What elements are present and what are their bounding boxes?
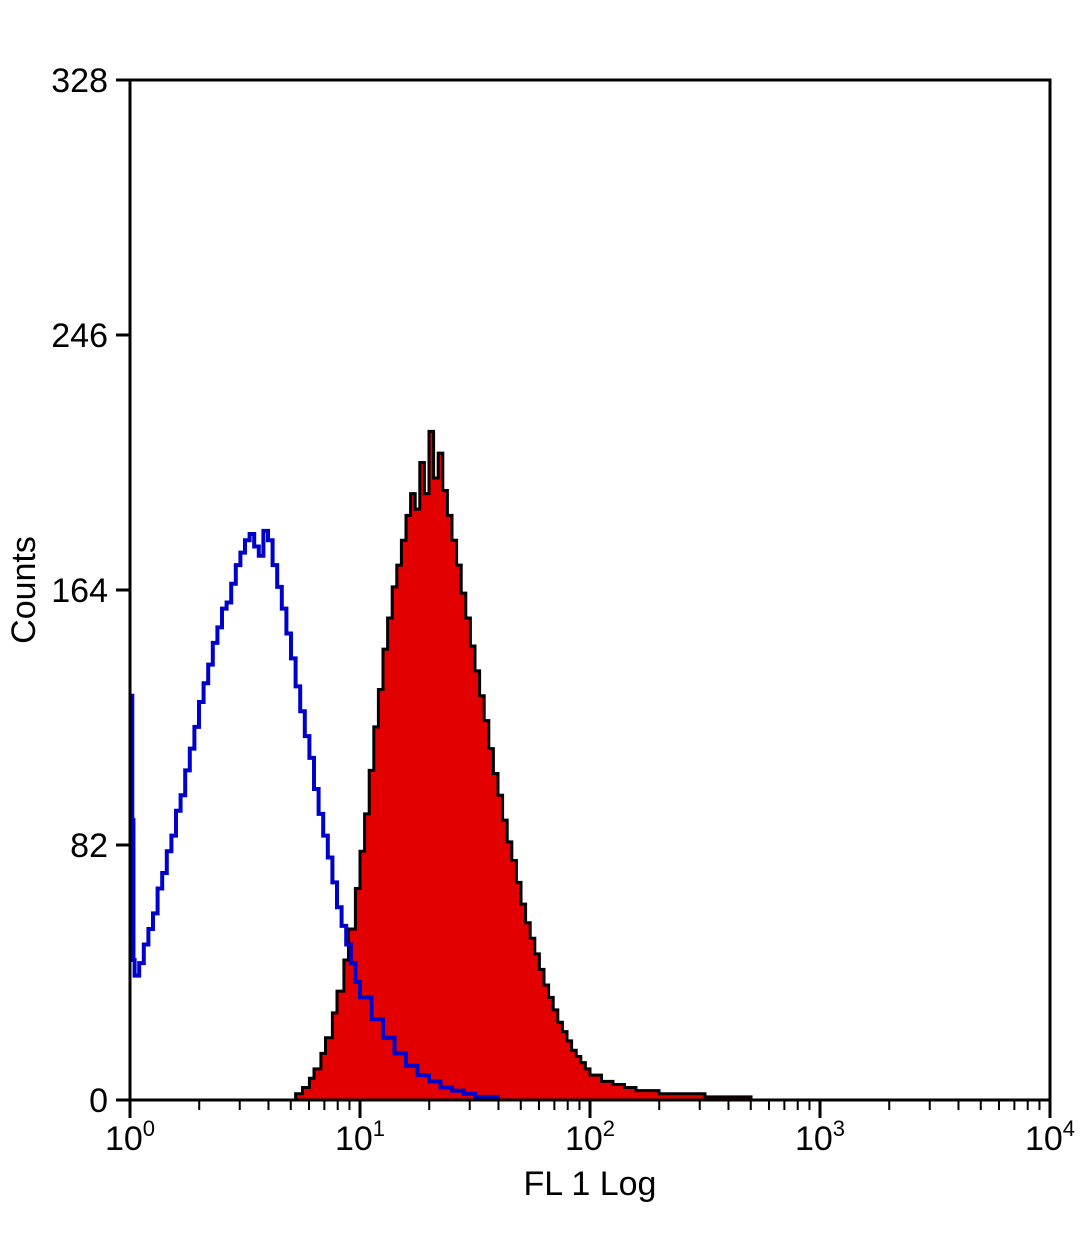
- y-tick-label: 246: [51, 317, 108, 355]
- x-tick-label: 104: [1025, 1116, 1075, 1158]
- flow-cytometry-chart: 0 82 164 246 328 Counts 100 101 102 103 104 FL 1 Lo…: [0, 0, 1080, 1250]
- chart-svg: 0 82 164 246 328 Counts 100 101 102 103 104 FL 1 Lo…: [0, 0, 1080, 1250]
- plot-border: [130, 80, 1050, 1100]
- x-axis-label: FL 1 Log: [524, 1165, 657, 1203]
- y-tick-label: 164: [51, 572, 108, 610]
- stained-histogram: [291, 431, 751, 1100]
- x-tick-label: 102: [565, 1116, 615, 1158]
- x-tick-label: 103: [795, 1116, 845, 1158]
- y-tick-label: 0: [89, 1082, 108, 1120]
- x-tick-label: 100: [105, 1116, 155, 1158]
- y-axis-label: Counts: [5, 536, 43, 644]
- y-tick-label: 82: [70, 827, 108, 865]
- x-tick-label: 101: [335, 1116, 385, 1158]
- y-tick-label: 328: [51, 62, 108, 100]
